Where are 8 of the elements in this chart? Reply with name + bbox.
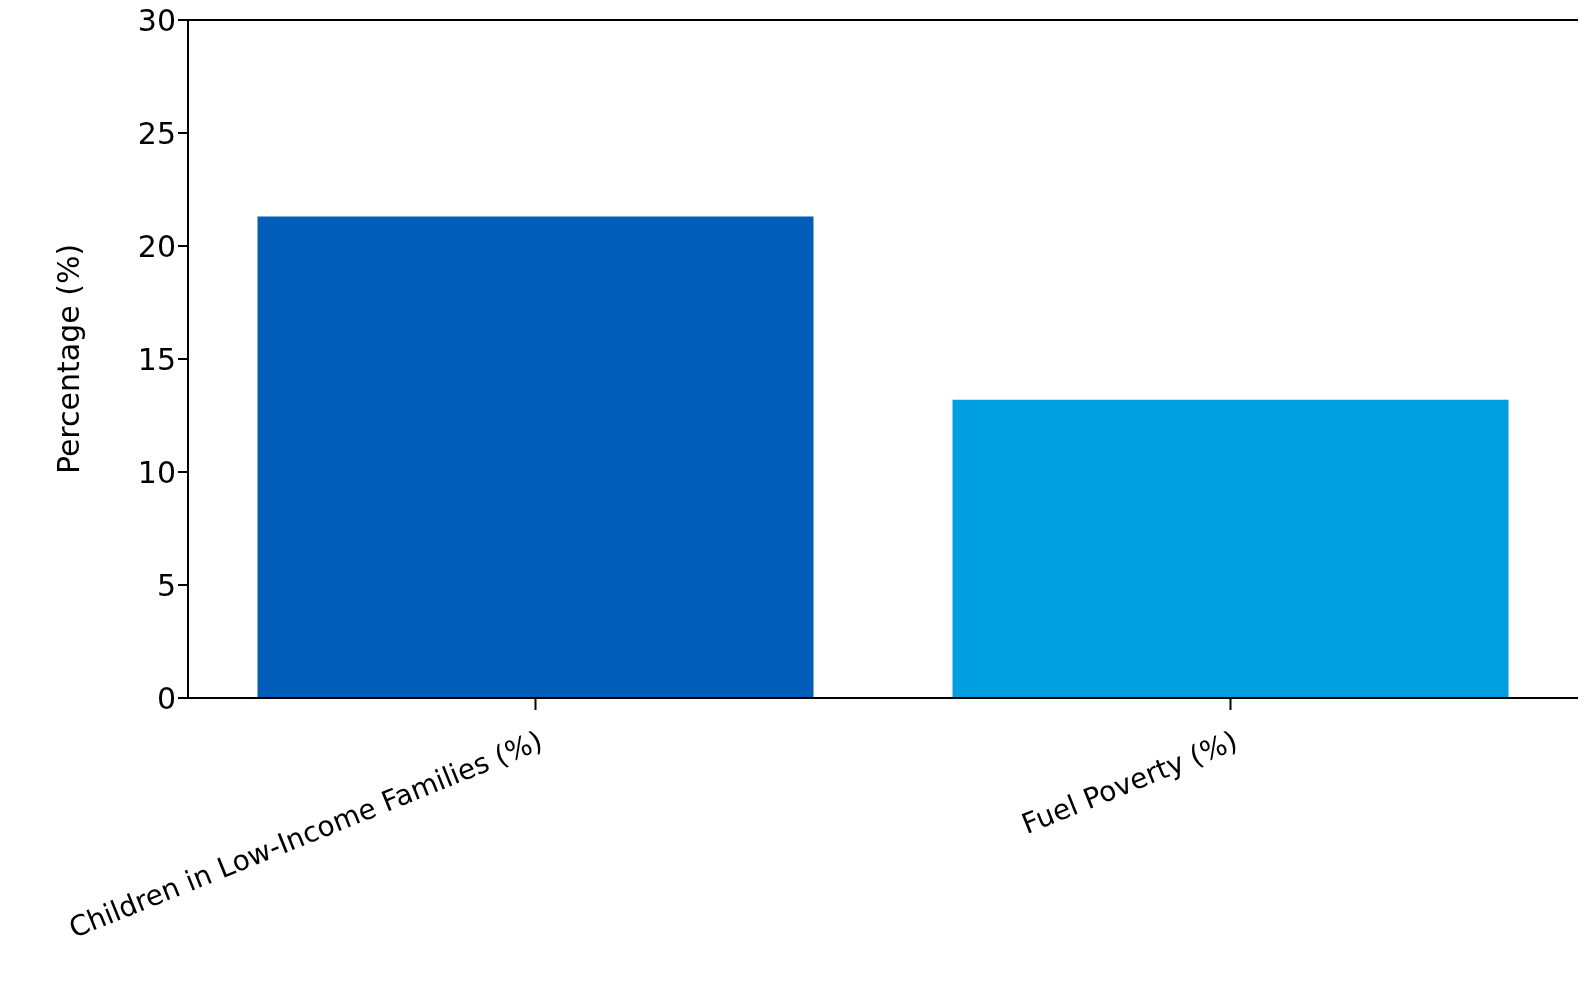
y-tick-label: 10 (137, 454, 176, 490)
y-tick-label: 20 (137, 228, 176, 264)
y-tick-label: 5 (156, 567, 176, 603)
y-tick-label: 15 (137, 341, 176, 377)
y-tick-label: 30 (137, 2, 176, 38)
y-tick-label: 0 (156, 680, 176, 716)
y-axis-title: Percentage (%) (50, 243, 86, 475)
y-tick-label: 25 (137, 115, 176, 151)
